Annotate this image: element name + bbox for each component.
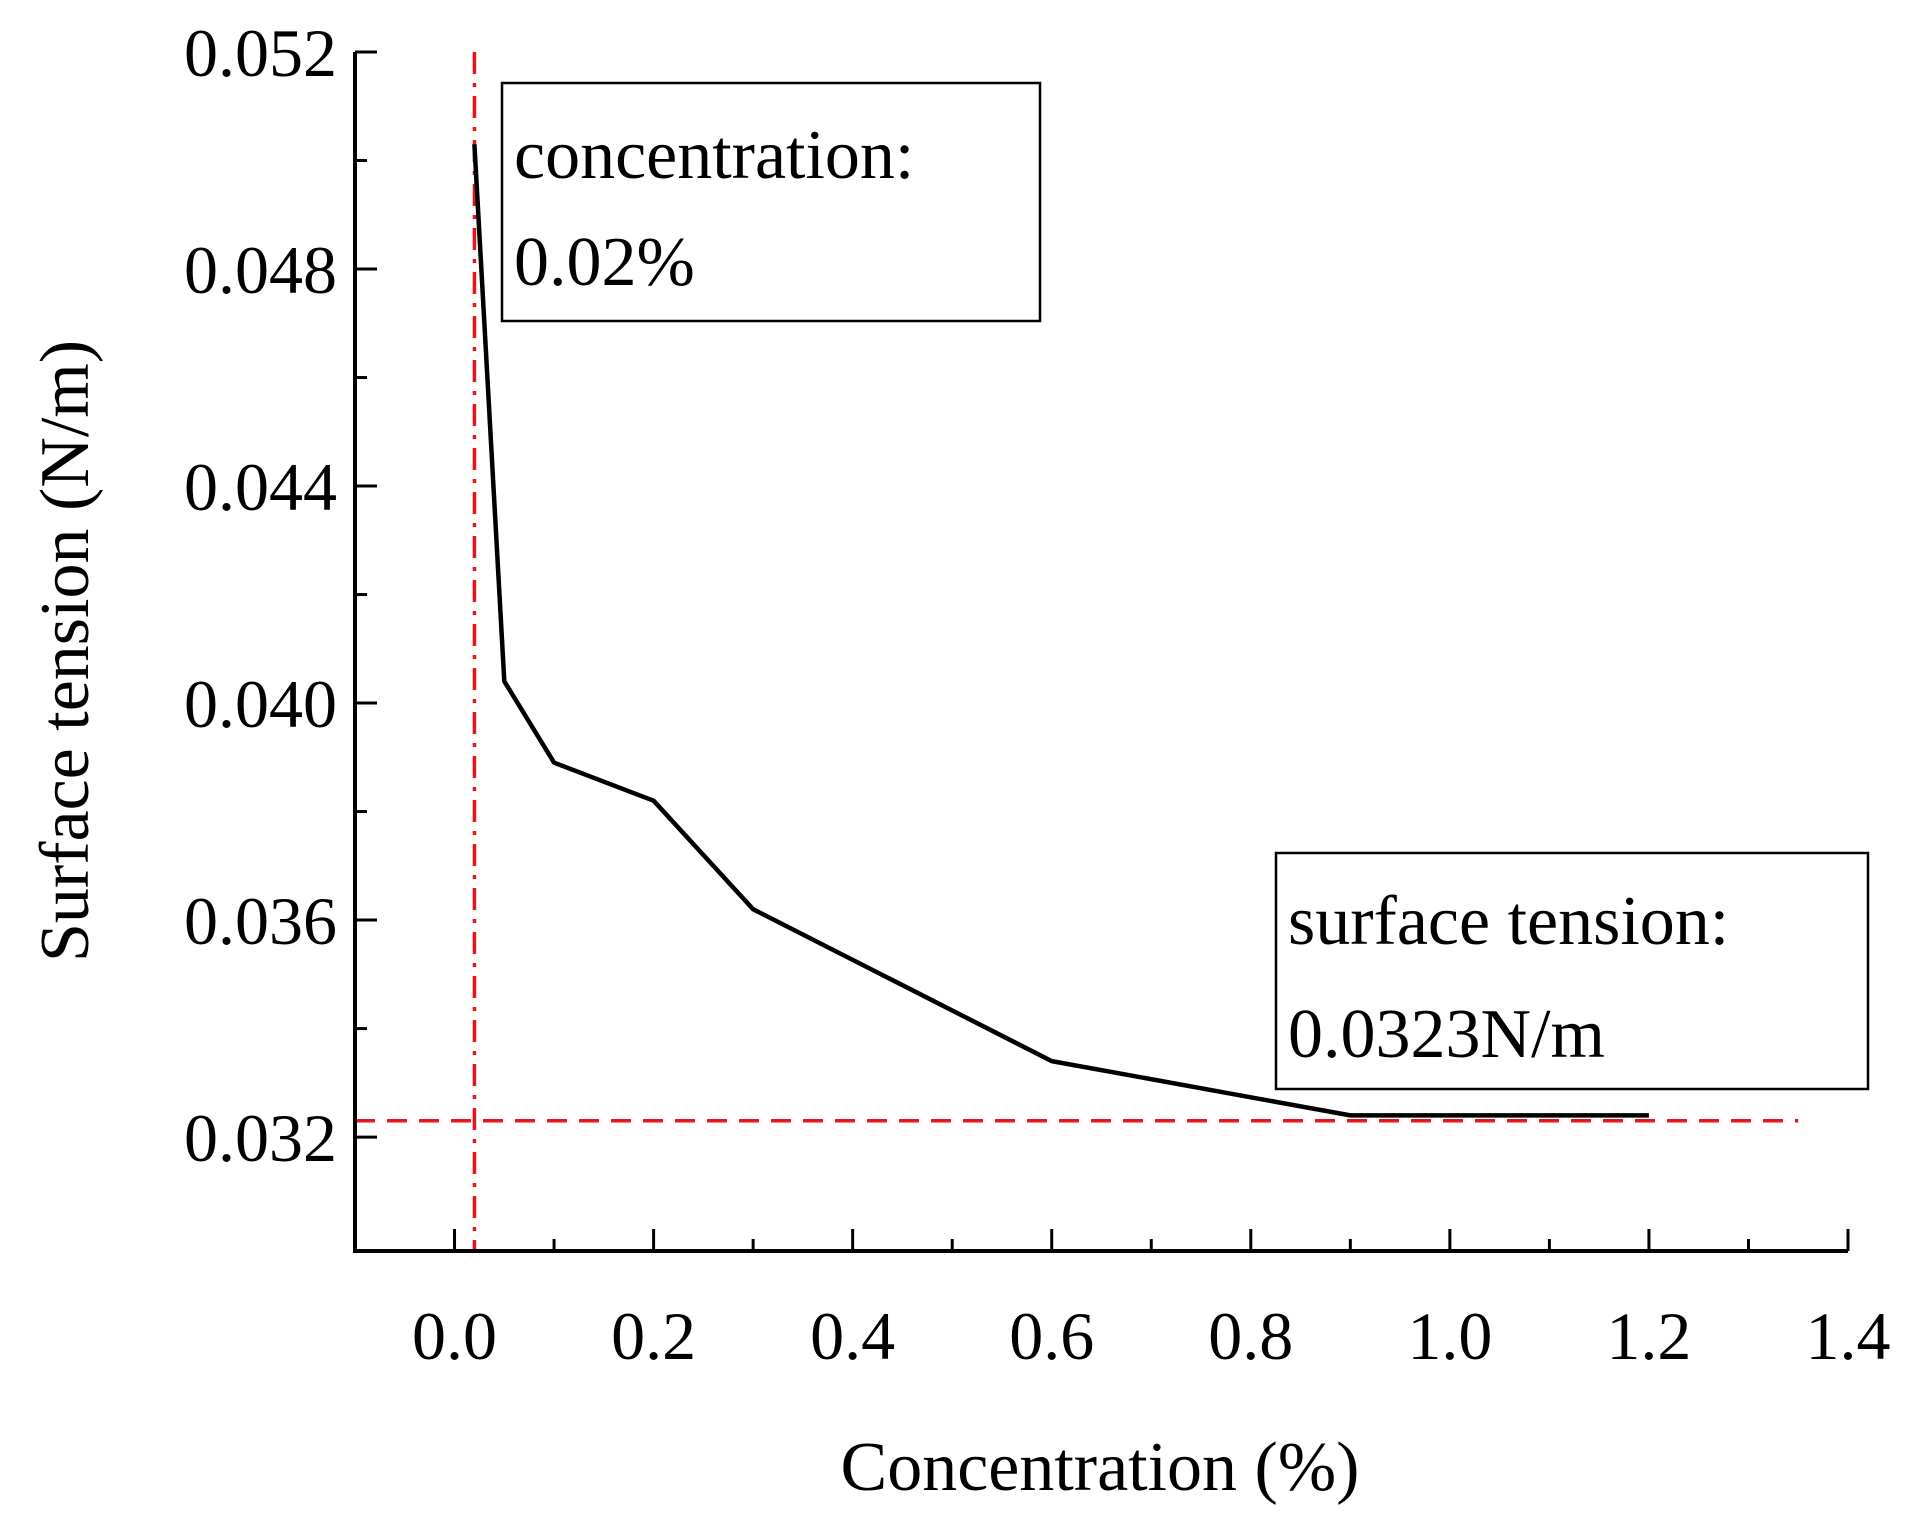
x-tick-label-0: 0.0 xyxy=(412,1298,497,1374)
annotations: concentration: 0.02% surface tension: 0.… xyxy=(500,81,1870,1091)
y-tick-label-0: 0.032 xyxy=(184,1100,337,1176)
x-tick-label-2: 0.4 xyxy=(810,1298,895,1374)
x-tick-label-5: 1.0 xyxy=(1407,1298,1492,1374)
x-tick-label-7: 1.4 xyxy=(1806,1298,1891,1374)
x-tick-label-6: 1.2 xyxy=(1606,1298,1691,1374)
y-tick-label-5: 0.052 xyxy=(184,15,337,91)
x-tick-label-3: 0.6 xyxy=(1009,1298,1094,1374)
annotation-concentration-value: 0.02% xyxy=(514,224,695,301)
series-layer xyxy=(472,144,1650,1118)
annotation-concentration-label: concentration: xyxy=(514,117,914,194)
y-tick-label-4: 0.048 xyxy=(184,232,337,308)
annotation-box-surface-tension xyxy=(1274,851,1870,1091)
annotation-surface-tension-value: 0.0323N/m xyxy=(1288,996,1605,1073)
y-tick-label-3: 0.044 xyxy=(184,449,337,525)
y-axis-title: Surface tension (N/m) xyxy=(27,340,104,962)
ticks: 0.0 0.2 0.4 0.6 0.8 1.0 1.2 1.4 0.032 0.036 0.040 0… xyxy=(184,15,1891,1374)
x-tick-label-1: 0.2 xyxy=(611,1298,696,1374)
series-line-0 xyxy=(472,144,1649,1118)
axes xyxy=(353,52,1848,1253)
x-axis-title: Concentration (%) xyxy=(841,1429,1360,1506)
annotation-box-concentration xyxy=(500,81,1042,323)
reference-lines xyxy=(355,52,1799,1251)
y-tick-label-1: 0.036 xyxy=(184,883,337,959)
x-tick-label-4: 0.8 xyxy=(1208,1298,1293,1374)
annotation-surface-tension-label: surface tension: xyxy=(1288,883,1729,960)
y-tick-label-2: 0.040 xyxy=(184,666,337,742)
